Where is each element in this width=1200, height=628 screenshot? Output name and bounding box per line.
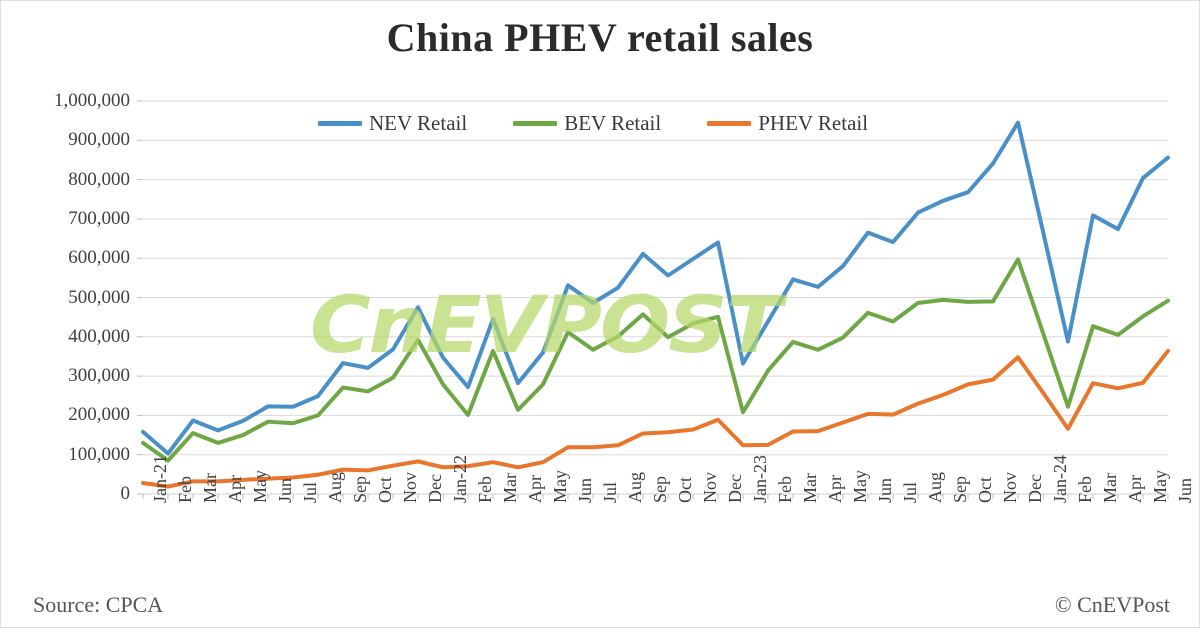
x-axis-tick-label: Dec [725,474,745,503]
legend-swatch-bev [513,121,558,126]
x-axis-tick-label: May [550,470,570,503]
x-axis-tick-label: Jan-22 [450,455,470,503]
x-axis-tick-label: Dec [1025,474,1045,503]
y-axis-tick-label: 300,000 [68,365,130,387]
chart-title: China PHEV retail sales [386,15,814,60]
axis-tick-marks [137,100,1169,499]
series-line-bev-retail [141,257,1170,463]
y-axis-tick-label: 700,000 [68,207,130,229]
x-axis-tick-label: May [850,470,870,503]
x-axis-tick-label: Jun [875,477,895,503]
x-axis-tick-label: Jan-21 [150,455,170,503]
x-axis-tick-label: Dec [425,474,445,503]
y-axis-tick-label: 200,000 [68,404,130,426]
chart-legend: NEV Retail BEV Retail PHEV Retail [318,111,868,136]
x-axis-tick-label: Jul [300,481,320,503]
x-axis-tick-label: Sep [350,476,370,503]
x-axis-tick-label: Jun [275,477,295,503]
y-axis-tick-label: 400,000 [68,325,130,347]
x-axis-tick-label: Aug [325,472,345,503]
x-axis-tick-label: Oct [975,477,995,503]
x-axis-tick-label: Jan-24 [1050,455,1070,503]
x-axis-tick-label: Feb [775,476,795,503]
x-axis-tick-label: Feb [475,476,495,503]
y-axis: 0 100,000 200,000 300,000 400,000 500,000 600,… [0,0,130,628]
legend-label-bev: BEV Retail [564,111,662,135]
x-axis-tick-label: Feb [175,476,195,503]
copyright-credit: © CnEVPost [1054,592,1170,617]
series-line-phev-retail [141,348,1170,489]
x-axis-tick-label: Apr [225,475,245,503]
y-axis-tick-label: 100,000 [68,443,130,465]
x-axis-tick-label: Nov [400,472,420,503]
legend-swatch-nev [318,121,362,126]
x-axis-tick-label: Oct [375,477,395,503]
x-axis-tick-label: Sep [650,476,670,503]
x-axis-tick-label: Feb [1075,476,1095,503]
y-axis-tick-label: 900,000 [68,129,130,151]
x-axis-tick-label: Apr [525,475,545,503]
x-axis-tick-label: Jan-23 [750,455,770,503]
x-axis-tick-label: Aug [925,472,945,503]
source-note: Source: CPCA [33,592,164,617]
y-axis-tick-label: 800,000 [68,168,130,190]
legend-item-phev[interactable]: PHEV Retail [707,111,868,136]
legend-swatch-phev [707,121,752,126]
x-axis-tick-label: May [1150,470,1170,503]
y-axis-tick-label: 600,000 [68,247,130,269]
x-axis-tick-label: Jul [600,481,620,503]
x-axis-tick-label: Oct [675,477,695,503]
series-lines [141,120,1170,489]
x-axis-tick-label: Jun [1175,477,1195,503]
x-axis-tick-label: May [250,470,270,503]
y-axis-tick-label: 500,000 [68,286,130,308]
y-axis-tick-label: 1,000,000 [54,90,130,111]
y-axis-tick-label: 0 [120,483,131,504]
series-line-nev-retail [141,120,1170,456]
x-axis-tick-label: Mar [500,473,520,503]
x-axis-tick-label: Apr [825,475,845,503]
legend-item-bev[interactable]: BEV Retail [513,111,661,136]
x-axis-tick-label: Sep [950,476,970,503]
legend-label-phev: PHEV Retail [758,111,869,135]
x-axis-tick-label: Nov [700,472,720,503]
x-axis-tick-label: Jul [900,481,920,503]
x-axis-tick-label: Nov [1000,472,1020,503]
x-axis-tick-label: Apr [1125,475,1145,503]
x-axis-tick-label: Jun [575,477,595,503]
legend-label-nev: NEV Retail [369,111,468,135]
x-axis-tick-label: Mar [800,473,820,503]
x-axis-tick-label: Mar [1100,473,1120,503]
x-axis-tick-label: Aug [625,472,645,503]
x-axis-tick-label: Mar [200,473,220,503]
legend-item-nev[interactable]: NEV Retail [318,111,467,136]
